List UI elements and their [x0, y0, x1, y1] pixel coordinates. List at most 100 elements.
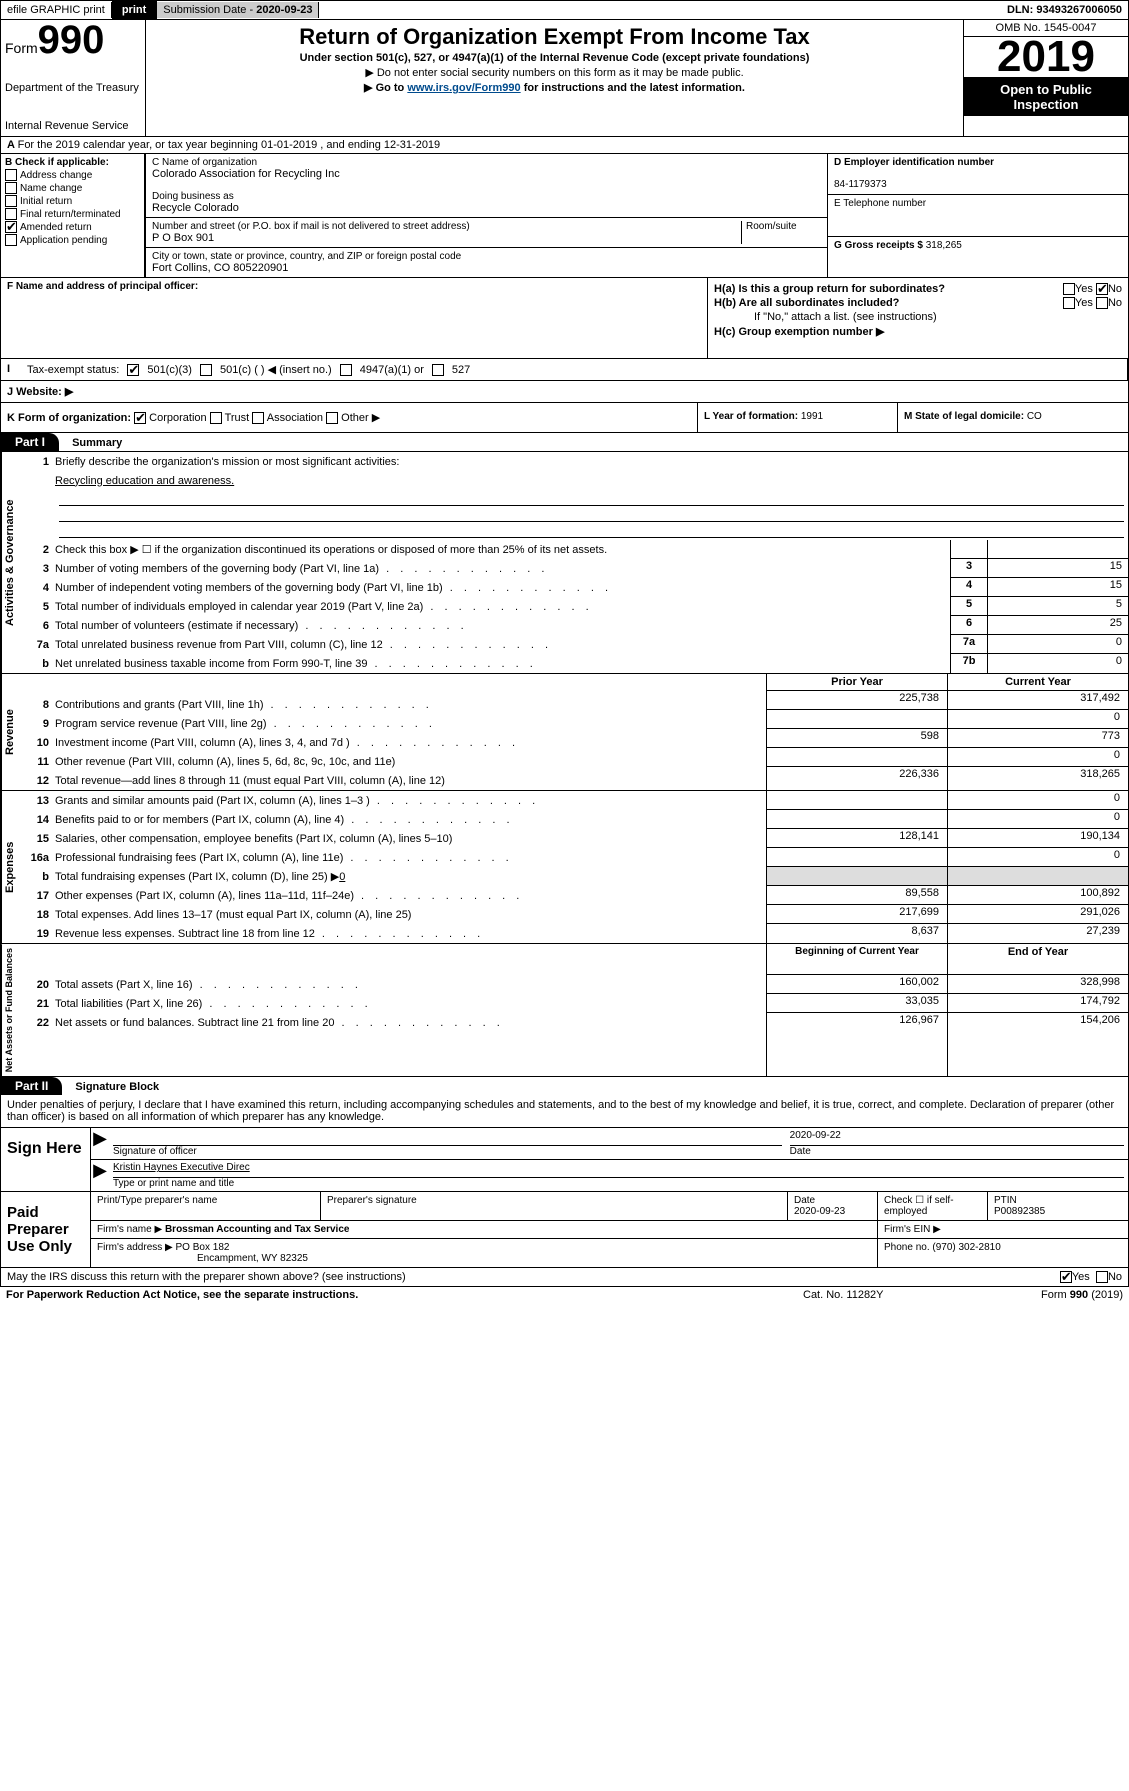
section-net-assets: Net Assets or Fund Balances 20Total asse… — [1, 944, 1128, 1076]
hb-note: If "No," attach a list. (see instruction… — [714, 311, 1122, 323]
firm-name: Firm's name ▶ Brossman Accounting and Ta… — [91, 1221, 878, 1238]
top-bar: efile GRAPHIC print print Submission Dat… — [0, 0, 1129, 20]
tab-governance: Activities & Governance — [1, 452, 25, 673]
subtitle-1: Under section 501(c), 527, or 4947(a)(1)… — [154, 52, 955, 64]
date-label: Date — [790, 1146, 811, 1157]
line-10: Investment income (Part VIII, column (A)… — [55, 737, 762, 749]
p14 — [767, 810, 947, 829]
print-button[interactable]: print — [112, 1, 157, 19]
chk-ha-no[interactable] — [1096, 283, 1108, 295]
chk-4947[interactable] — [340, 364, 352, 376]
ha-label: H(a) Is this a group return for subordin… — [714, 283, 945, 295]
irs-link[interactable]: www.irs.gov/Form990 — [407, 82, 520, 94]
gross-label: G Gross receipts $ — [834, 240, 926, 251]
part-1-header: Part I — [1, 433, 59, 451]
paid-preparer-label: Paid Preparer Use Only — [1, 1192, 91, 1267]
officer-signature[interactable] — [113, 1130, 782, 1146]
form-footer: Form 990 (2019) — [983, 1289, 1123, 1301]
c16a: 0 — [948, 848, 1128, 867]
line-7b: Net unrelated business taxable income fr… — [55, 658, 946, 670]
irs-label: Internal Revenue Service — [5, 120, 141, 132]
part-2: Part II Signature Block — [0, 1077, 1129, 1095]
line-8: Contributions and grants (Part VIII, lin… — [55, 699, 762, 711]
p9 — [767, 710, 947, 729]
mission-text: Recycling education and awareness. — [55, 475, 1124, 487]
section-expenses: Expenses 13Grants and similar amounts pa… — [1, 791, 1128, 944]
line-3: Number of voting members of the governin… — [55, 563, 946, 575]
section-revenue: Revenue 8Contributions and grants (Part … — [1, 674, 1128, 791]
subtitle-2: ▶ Do not enter social security numbers o… — [154, 66, 955, 79]
section-governance: Activities & Governance 1Briefly describ… — [1, 452, 1128, 674]
chk-assoc[interactable] — [252, 412, 264, 424]
chk-hb-no[interactable] — [1096, 297, 1108, 309]
box-k: K Form of organization: Corporation Trus… — [1, 403, 698, 432]
chk-address[interactable] — [5, 169, 17, 181]
p18: 217,699 — [767, 905, 947, 924]
begin-hdr: Beginning of Current Year — [767, 944, 947, 975]
section-fh: F Name and address of principal officer:… — [0, 278, 1129, 359]
c12: 318,265 — [948, 767, 1128, 786]
chk-trust[interactable] — [210, 412, 222, 424]
part-1-title: Summary — [62, 437, 122, 449]
p20: 160,002 — [767, 975, 947, 994]
box-f: F Name and address of principal officer: — [1, 278, 708, 358]
c8: 317,492 — [948, 691, 1128, 710]
chk-501c[interactable] — [200, 364, 212, 376]
p16b-gray — [767, 867, 947, 886]
addr-label: Number and street (or P.O. box if mail i… — [152, 221, 741, 232]
chk-amended[interactable] — [5, 221, 17, 233]
name-title-label: Type or print name and title — [113, 1178, 234, 1189]
box-b: B Check if applicable: Address change Na… — [1, 154, 146, 277]
p19: 8,637 — [767, 924, 947, 943]
chk-initial[interactable] — [5, 195, 17, 207]
room-label: Room/suite — [746, 221, 821, 232]
c9: 0 — [948, 710, 1128, 729]
p11 — [767, 748, 947, 767]
chk-527[interactable] — [432, 364, 444, 376]
p13 — [767, 791, 947, 810]
c13: 0 — [948, 791, 1128, 810]
chk-corp[interactable] — [134, 412, 146, 424]
line-6: Total number of volunteers (estimate if … — [55, 620, 946, 632]
row-a-period: A For the 2019 calendar year, or tax yea… — [0, 137, 1129, 154]
gross-value: 318,265 — [926, 240, 962, 251]
box-l: L Year of formation: 1991 — [698, 403, 898, 432]
chk-name[interactable] — [5, 182, 17, 194]
chk-discuss-no[interactable] — [1096, 1271, 1108, 1283]
street-addr: P O Box 901 — [152, 232, 741, 244]
chk-other[interactable] — [326, 412, 338, 424]
name-block: C Name of organization Colorado Associat… — [146, 154, 828, 277]
c18: 291,026 — [948, 905, 1128, 924]
line-1: Briefly describe the organization's miss… — [55, 456, 1124, 468]
p16a — [767, 848, 947, 867]
firm-address: Firm's address ▶ PO Box 182 Encampment, … — [91, 1239, 878, 1267]
part-2-header: Part II — [1, 1077, 62, 1095]
c20: 328,998 — [948, 975, 1128, 994]
paid-preparer-row: Paid Preparer Use Only Print/Type prepar… — [0, 1192, 1129, 1268]
chk-ha-yes[interactable] — [1063, 283, 1075, 295]
chk-discuss-yes[interactable] — [1060, 1271, 1072, 1283]
line-16b: Total fundraising expenses (Part IX, col… — [55, 870, 762, 883]
val-6: 25 — [988, 616, 1128, 635]
line-14: Benefits paid to or for members (Part IX… — [55, 814, 762, 826]
header-right: OMB No. 1545-0047 2019 Open to Public In… — [963, 20, 1128, 136]
chk-501c3[interactable] — [127, 364, 139, 376]
line-21: Total liabilities (Part X, line 26) — [55, 998, 762, 1010]
mission-blank-1 — [59, 492, 1124, 506]
ein-value: 84-1179373 — [834, 179, 887, 190]
c17: 100,892 — [948, 886, 1128, 905]
line-2: Check this box ▶ ☐ if the organization d… — [55, 543, 946, 556]
discuss-row: May the IRS discuss this return with the… — [0, 1268, 1129, 1287]
ptin: PTINP00892385 — [988, 1192, 1128, 1220]
chk-app-pending[interactable] — [5, 234, 17, 246]
tel-label: E Telephone number — [834, 198, 926, 209]
box-c: C Name of organization Colorado Associat… — [146, 154, 1128, 277]
line-4: Number of independent voting members of … — [55, 582, 946, 594]
p22: 126,967 — [767, 1013, 947, 1032]
c14: 0 — [948, 810, 1128, 829]
header-title-block: Return of Organization Exempt From Incom… — [146, 20, 963, 136]
row-j-website: J Website: ▶ — [0, 381, 1129, 403]
chk-hb-yes[interactable] — [1063, 297, 1075, 309]
efile-label: efile GRAPHIC print — [1, 2, 112, 18]
form-title: Return of Organization Exempt From Incom… — [154, 24, 955, 50]
